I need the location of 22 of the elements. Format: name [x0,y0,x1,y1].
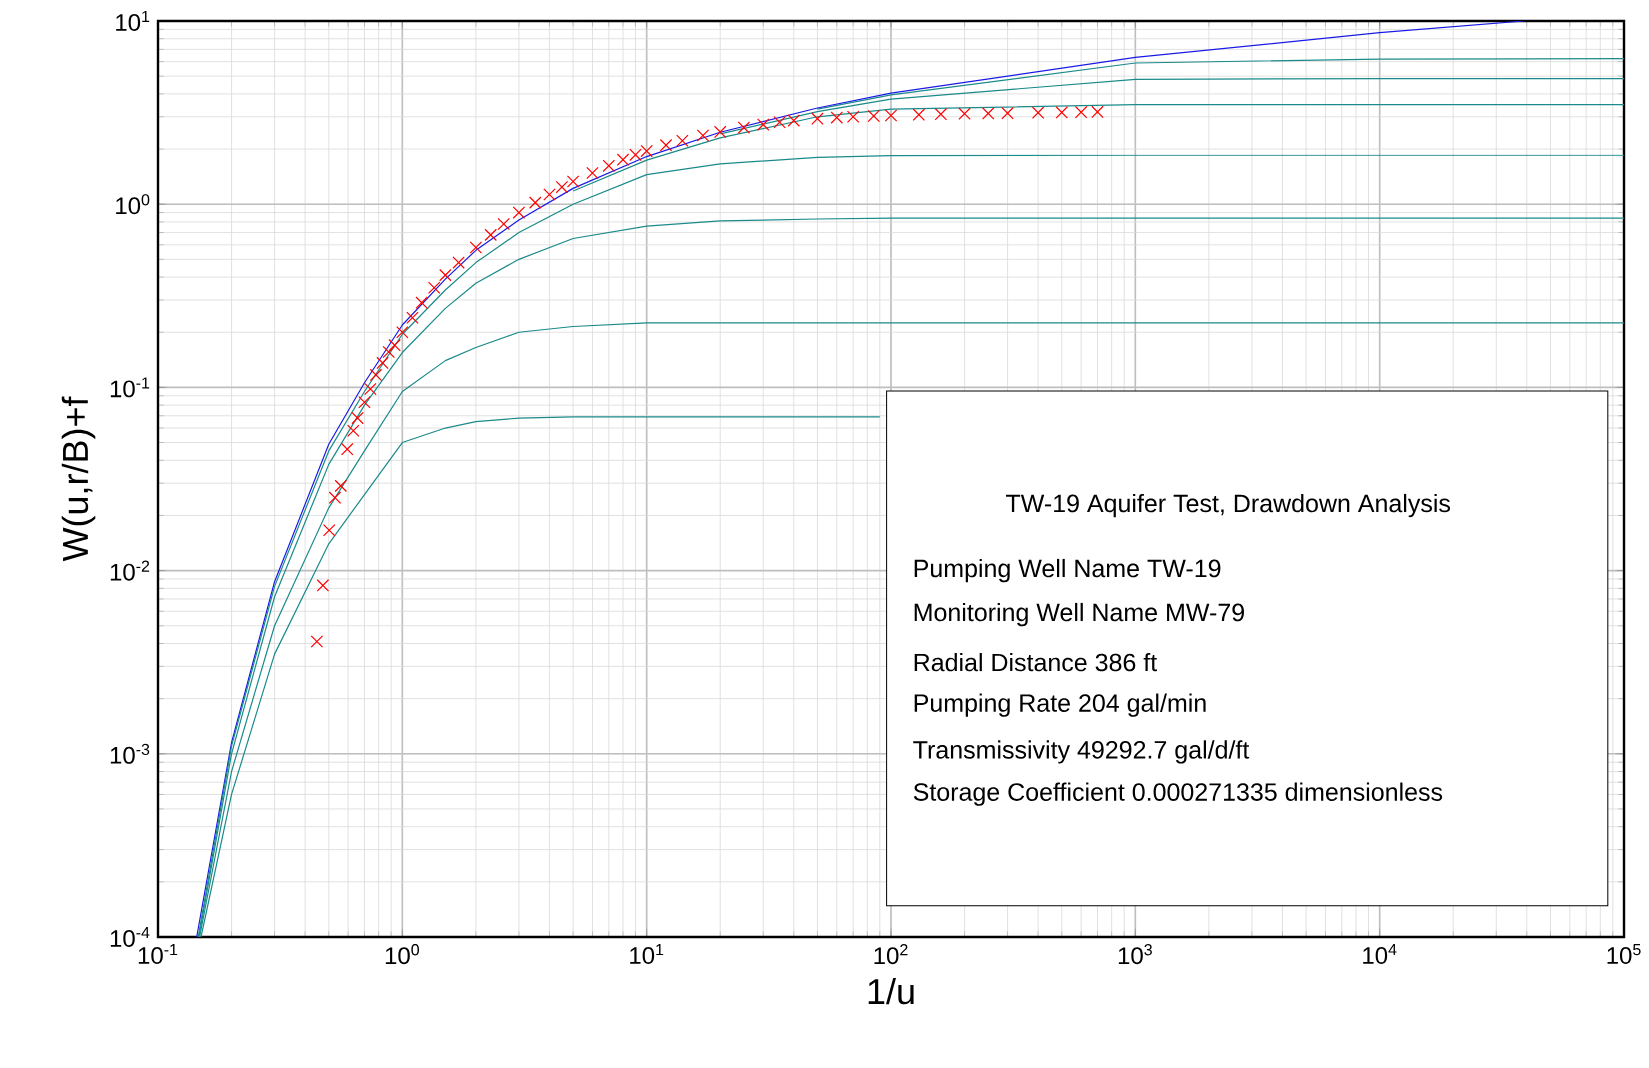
y-tick-label: 10$^{-4}$ [110,927,150,947]
y-axis-title: W(u,r/B)+f [61,396,96,562]
y-tick-label: 10$^{0}$ [116,194,150,215]
annotation: Pumping Rate 204 gal/min [914,693,1206,717]
x-tick-label: 10$^{0}$ [385,944,420,965]
x-tick-label: 10$^{1}$ [630,944,664,964]
annotation: Transmissivity 49292.7 gal/d/ft [913,740,1250,764]
x-tick-label: 10$^{2}$ [874,944,908,965]
y-tick-label: 10$^{-3}$ [110,743,150,764]
x-tick-label: 10$^{4}$ [1363,944,1397,964]
y-tick-label: 10$^{1}$ [116,11,150,31]
x-tick-label: 10$^{3}$ [1118,944,1152,965]
x-axis-title: 1/u [868,977,914,1005]
x-tick-label: 10$^{-1}$ [138,944,178,964]
annotation: Monitoring Well Name MW-79 [914,602,1244,627]
annotation: Radial Distance 386 ft [914,652,1158,672]
x-tick-label: 10$^{5}$ [1607,944,1641,964]
y-tick-label: 10$^{-1}$ [110,377,150,398]
annotation: Storage Coefficient 0.000271335 dimensionless [913,782,1443,806]
annotation: Pumping Well Name TW-19 [914,558,1221,583]
annotation: TW-19 Aquifer Test, Drawdown Analysis [1006,493,1451,518]
y-tick-label: 10$^{-2}$ [110,560,150,581]
